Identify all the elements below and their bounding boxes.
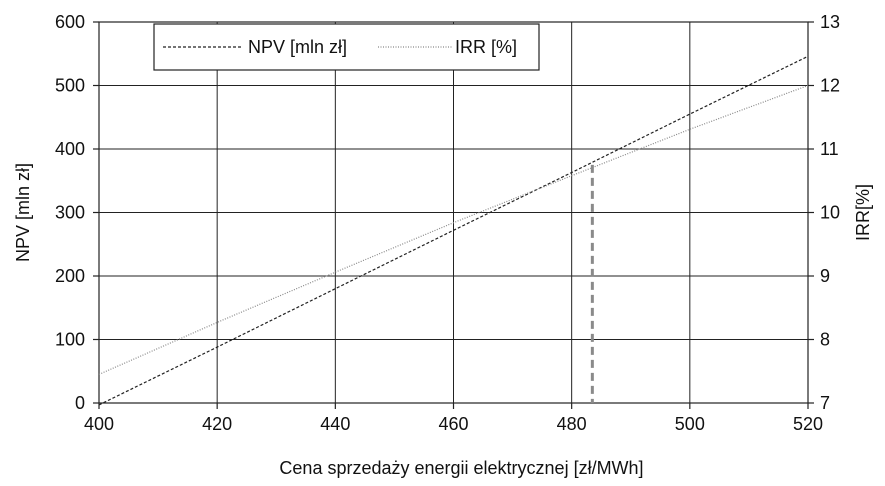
y-right-tick-label: 10 — [820, 203, 840, 223]
x-tick-label: 440 — [320, 414, 350, 434]
x-tick-label: 500 — [675, 414, 705, 434]
y-left-tick-label: 200 — [55, 266, 85, 286]
y-left-tick-label: 500 — [55, 76, 85, 96]
y-right-tick-label: 8 — [820, 330, 830, 350]
y-right-tick-label: 11 — [820, 139, 839, 159]
y-axis-right-title: IRR[%] — [853, 184, 873, 241]
y-left-tick-label: 400 — [55, 139, 85, 159]
y-left-tick-label: 0 — [75, 393, 85, 413]
x-axis-title: Cena sprzedaży energii elektrycznej [zł/… — [279, 458, 643, 478]
y-right-tick-label: 12 — [820, 76, 840, 96]
x-tick-label: 420 — [202, 414, 232, 434]
y-left-tick-label: 600 — [55, 12, 85, 32]
y-right-tick-label: 9 — [820, 266, 830, 286]
y-axis-left-title: NPV [mln zł] — [13, 163, 33, 262]
x-tick-label: 520 — [793, 414, 823, 434]
ticks: 400 420 440 460 480 500 520 0 100 200 300 400 500 600… — [55, 12, 840, 434]
series-layer — [98, 55, 809, 406]
x-tick-label: 480 — [557, 414, 587, 434]
y-right-tick-label: 13 — [820, 12, 840, 32]
grid — [99, 22, 808, 403]
y-left-tick-label: 300 — [55, 203, 85, 223]
legend-label-npv: NPV [mln zł] — [248, 37, 347, 57]
x-tick-label: 460 — [438, 414, 468, 434]
y-left-tick-label: 100 — [55, 330, 85, 350]
legend: NPV [mln zł] IRR [%] — [153, 23, 540, 71]
y-right-tick-label: 7 — [820, 393, 830, 413]
legend-label-irr: IRR [%] — [455, 37, 517, 57]
series-line-npv — [98, 55, 809, 406]
series-line-irr — [98, 84, 809, 375]
x-tick-label: 400 — [84, 414, 114, 434]
